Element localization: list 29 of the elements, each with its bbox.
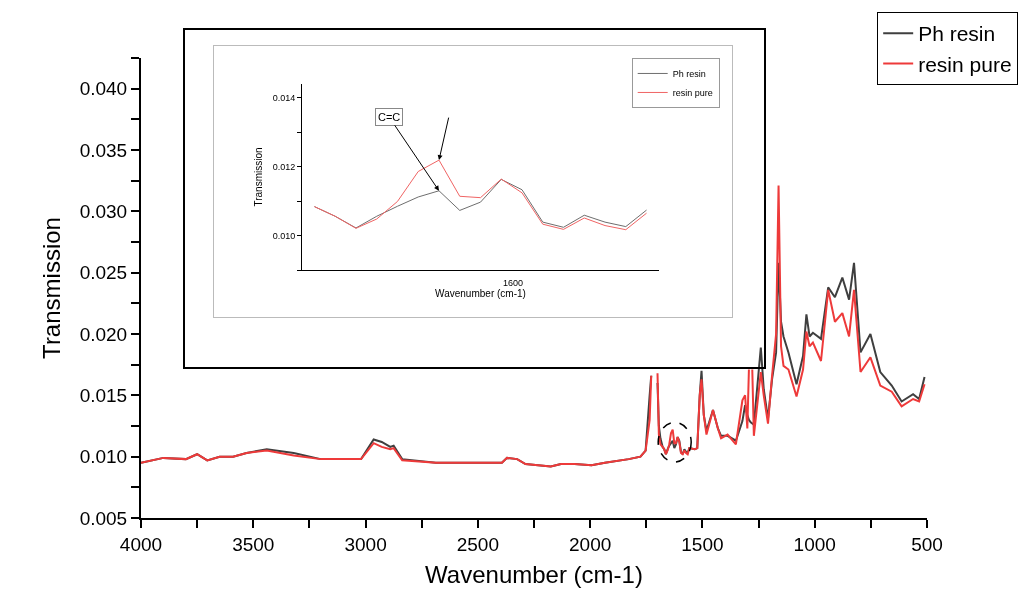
y-tick-label: 0.010 bbox=[79, 446, 128, 468]
x-axis-title: Wavenumber (cm-1) bbox=[425, 560, 643, 588]
y-tick-label: 0.020 bbox=[79, 323, 128, 345]
x-tick-label: 4000 bbox=[119, 533, 163, 555]
legend-label: resin pure bbox=[672, 87, 713, 98]
annotation: C=C bbox=[378, 111, 401, 123]
y-tick-label: 0.040 bbox=[79, 78, 128, 100]
legend-label: Ph resin bbox=[918, 22, 996, 46]
y-tick-label: 0.015 bbox=[79, 384, 128, 406]
x-tick-label: 1500 bbox=[681, 533, 724, 555]
x-axis-title: Wavenumber (cm-1) bbox=[435, 288, 526, 300]
y-tick-label: 0.012 bbox=[272, 161, 296, 172]
x-tick-label: 2500 bbox=[456, 533, 499, 555]
x-tick-label: 2000 bbox=[569, 533, 612, 555]
x-tick-label: 3000 bbox=[344, 533, 387, 555]
y-axis-title: Transmission bbox=[38, 217, 66, 359]
y-tick-label: 0.010 bbox=[272, 230, 296, 241]
y-tick-label: 0.030 bbox=[79, 200, 128, 222]
x-tick-label: 1000 bbox=[793, 533, 836, 555]
legend-label: resin pure bbox=[918, 52, 1012, 76]
x-tick-label: 500 bbox=[911, 533, 943, 555]
y-axis-title: Transmission bbox=[252, 147, 264, 207]
x-tick-label: 3500 bbox=[232, 533, 275, 555]
y-tick-label: 0.035 bbox=[79, 139, 128, 161]
annotation: 1600 bbox=[503, 278, 524, 288]
y-tick-label: 0.005 bbox=[79, 507, 128, 529]
y-tick-label: 0.025 bbox=[79, 262, 128, 284]
legend-label: Ph resin bbox=[672, 68, 706, 79]
y-tick-label: 0.014 bbox=[272, 92, 296, 103]
